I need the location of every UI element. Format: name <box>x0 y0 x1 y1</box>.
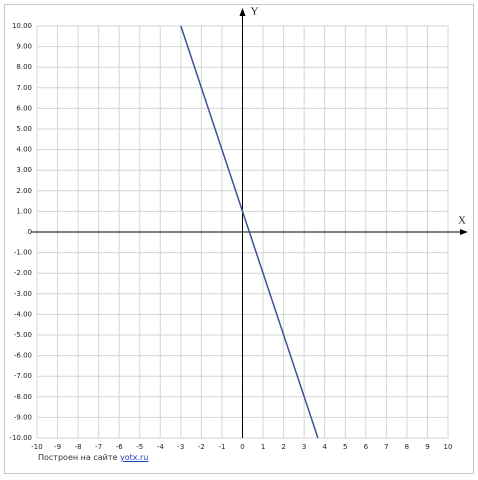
x-tick-label: 4 <box>322 443 327 451</box>
x-tick-label: 8 <box>405 443 409 451</box>
data-line <box>180 25 319 439</box>
x-tick-label: -7 <box>95 443 102 451</box>
y-tick-label: 1.00 <box>16 207 32 215</box>
x-axis-label: X <box>458 215 466 227</box>
x-axis-arrow <box>460 229 468 235</box>
x-tick-label: -3 <box>177 443 184 451</box>
frame <box>4 4 474 474</box>
x-tick-label: -8 <box>75 443 82 451</box>
x-tick-label: 9 <box>425 443 429 451</box>
y-tick-label: -5.00 <box>14 331 32 339</box>
y-tick-label: -6.00 <box>14 352 32 360</box>
y-tick-label: -10.00 <box>9 434 32 442</box>
y-tick-label: 7.00 <box>16 84 32 92</box>
y-tick-label: 6.00 <box>16 104 32 112</box>
x-tick-label: 3 <box>302 443 306 451</box>
y-axis-arrow <box>239 8 246 16</box>
x-tick-label: 7 <box>384 443 388 451</box>
y-axis-label: Y <box>251 6 259 18</box>
y-tick-label: 8.00 <box>16 63 32 71</box>
y-tick-label: 2.00 <box>16 187 32 195</box>
x-tick-label: -5 <box>136 443 143 451</box>
x-tick-label: 1 <box>261 443 265 451</box>
x-tick-label: 2 <box>281 443 285 451</box>
y-tick-label: -1.00 <box>14 249 32 257</box>
y-tick-label: -8.00 <box>14 393 32 401</box>
x-tick-label: -9 <box>54 443 61 451</box>
x-tick-label: 5 <box>343 443 347 451</box>
y-tick-label: -3.00 <box>14 290 32 298</box>
footer-text: Построен на сайте <box>38 453 118 462</box>
footer-link[interactable]: yotx.ru <box>119 453 149 462</box>
y-tick-label: 3.00 <box>16 166 32 174</box>
x-tick-label: -6 <box>116 443 124 451</box>
y-tick-label: -9.00 <box>14 413 32 421</box>
y-tick-label: 4.00 <box>16 146 32 154</box>
y-tick-label: 0 <box>28 228 32 236</box>
footer: Построен на сайте yotx.ru <box>38 453 148 462</box>
x-tick-label: 10 <box>444 443 453 451</box>
y-tick-label: 9.00 <box>16 43 32 51</box>
x-tick-label: -4 <box>157 443 165 451</box>
x-tick-label: -1 <box>218 443 225 451</box>
y-tick-label: 5.00 <box>16 125 32 133</box>
x-tick-label: -2 <box>198 443 205 451</box>
y-tick-label: 10.00 <box>12 22 32 30</box>
x-tick-label: 6 <box>364 443 369 451</box>
x-tick-label: 0 <box>240 443 244 451</box>
y-tick-label: -4.00 <box>14 310 32 318</box>
x-tick-label: -10 <box>31 443 42 451</box>
y-tick-label: -2.00 <box>14 269 32 277</box>
y-tick-label: -7.00 <box>14 372 32 380</box>
